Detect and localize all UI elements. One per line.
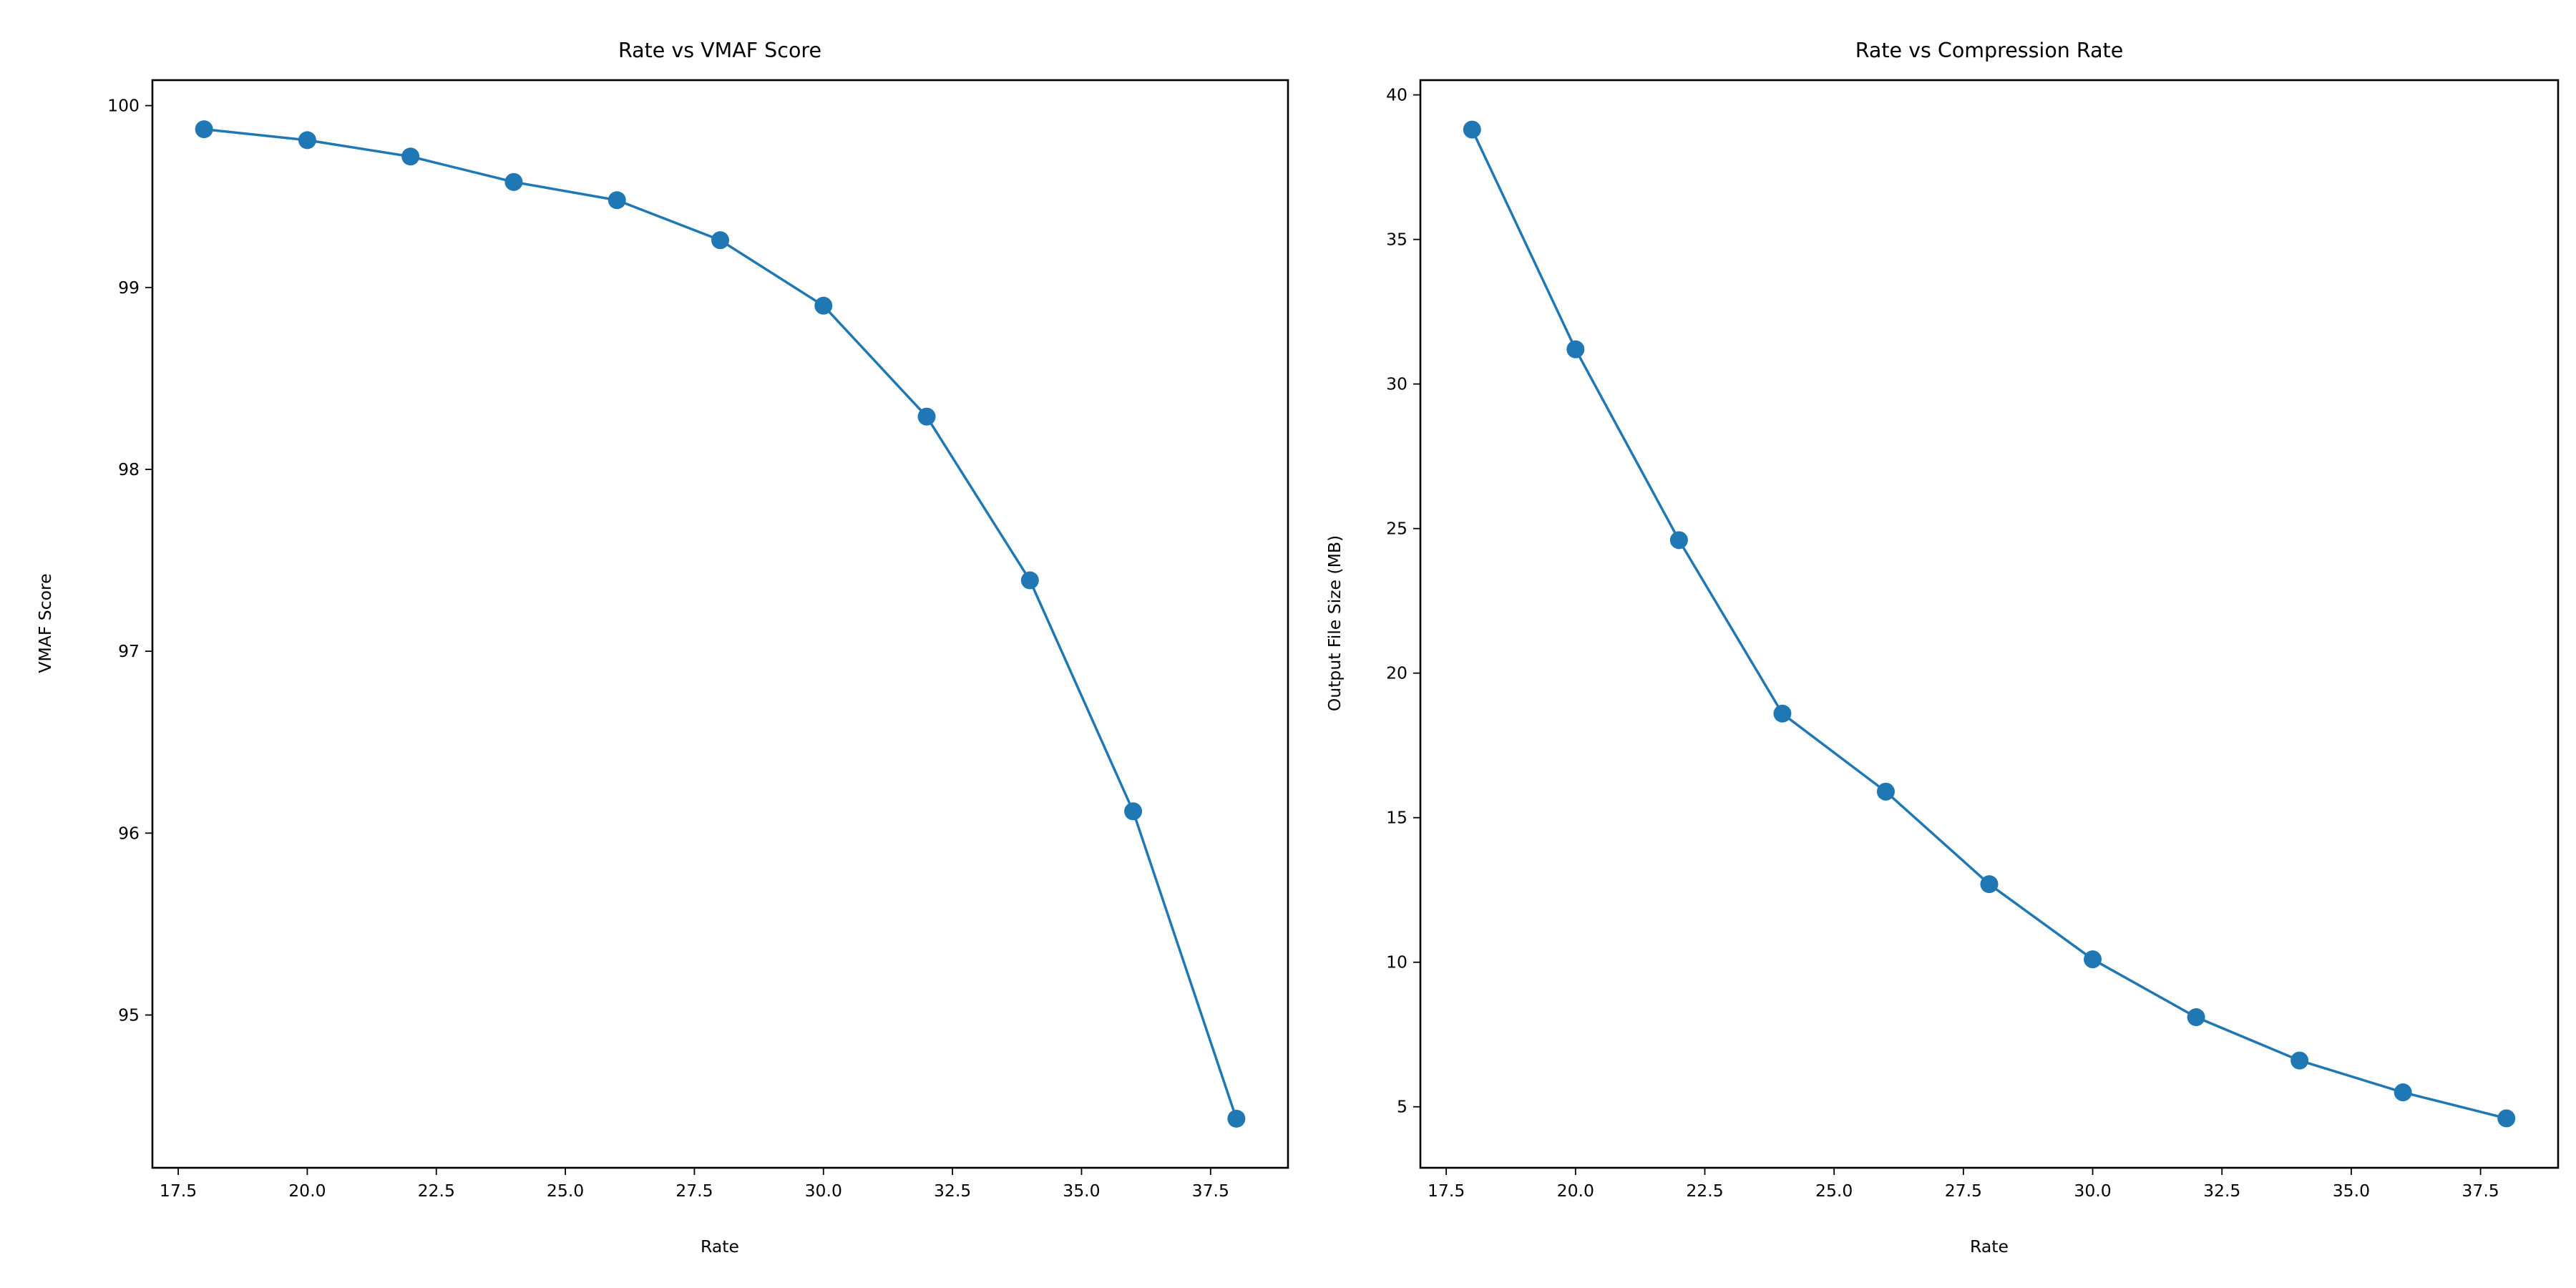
chart-panel-vmaf: Rate vs VMAF Score Rate VMAF Score 17.5 2… bbox=[35, 39, 1289, 1257]
data-point bbox=[2394, 1083, 2412, 1102]
y-tick-label: 100 bbox=[107, 96, 140, 116]
axis-ticks: 17.5 20.0 22.5 25.0 27.5 30.0 32.5 35.0 37.5 5 10 1… bbox=[1386, 85, 2499, 1201]
data-point bbox=[298, 131, 316, 150]
x-tick-label: 27.5 bbox=[675, 1181, 713, 1201]
x-tick-label: 22.5 bbox=[1686, 1181, 1723, 1201]
data-point bbox=[2084, 950, 2102, 969]
plot-frame bbox=[1419, 79, 2560, 1169]
series-group bbox=[1463, 120, 2516, 1128]
y-tick-label: 98 bbox=[118, 459, 140, 479]
data-point bbox=[1463, 120, 1481, 139]
data-point bbox=[1566, 340, 1585, 358]
x-tick-label: 20.0 bbox=[1557, 1181, 1594, 1201]
data-point bbox=[2187, 1008, 2205, 1026]
x-tick-label: 37.5 bbox=[2462, 1181, 2499, 1201]
axis-ticks: 17.5 20.0 22.5 25.0 27.5 30.0 32.5 35.0 37.5 95 96… bbox=[107, 96, 1229, 1201]
x-tick-label: 30.0 bbox=[2074, 1181, 2111, 1201]
data-point bbox=[1980, 875, 1999, 894]
data-point bbox=[1876, 782, 1895, 801]
y-axis-label: Output File Size (MB) bbox=[1324, 535, 1345, 711]
y-tick-label: 10 bbox=[1386, 952, 1407, 972]
x-tick-label: 37.5 bbox=[1192, 1181, 1229, 1201]
y-tick-label: 15 bbox=[1386, 808, 1407, 828]
chart-panel-compression: Rate vs Compression Rate Rate Output Fil… bbox=[1324, 39, 2560, 1257]
y-tick-label: 99 bbox=[118, 278, 140, 298]
x-tick-label: 20.0 bbox=[288, 1181, 326, 1201]
chart-title: Rate vs VMAF Score bbox=[618, 39, 821, 62]
y-tick-label: 20 bbox=[1386, 663, 1407, 683]
x-tick-label: 25.0 bbox=[547, 1181, 584, 1201]
x-axis-label: Rate bbox=[701, 1236, 739, 1257]
y-axis-label: VMAF Score bbox=[35, 573, 55, 673]
data-point bbox=[2290, 1051, 2309, 1070]
x-tick-label: 17.5 bbox=[1428, 1181, 1465, 1201]
chart-title: Rate vs Compression Rate bbox=[1855, 39, 2124, 62]
x-tick-label: 25.0 bbox=[1815, 1181, 1853, 1201]
x-tick-label: 35.0 bbox=[2333, 1181, 2370, 1201]
data-point bbox=[195, 120, 213, 139]
y-tick-label: 97 bbox=[118, 641, 140, 661]
data-point bbox=[917, 407, 936, 426]
y-tick-label: 5 bbox=[1397, 1097, 1407, 1117]
y-tick-label: 95 bbox=[118, 1005, 140, 1025]
y-tick-label: 35 bbox=[1386, 230, 1407, 250]
x-tick-label: 27.5 bbox=[1945, 1181, 1982, 1201]
data-point bbox=[1227, 1109, 1246, 1128]
x-tick-label: 32.5 bbox=[2203, 1181, 2240, 1201]
data-point bbox=[1773, 704, 1792, 723]
y-tick-label: 96 bbox=[118, 823, 140, 843]
y-tick-label: 25 bbox=[1386, 519, 1407, 539]
x-tick-label: 17.5 bbox=[160, 1181, 197, 1201]
y-tick-label: 40 bbox=[1386, 85, 1407, 105]
data-point bbox=[1124, 802, 1143, 821]
x-tick-label: 32.5 bbox=[934, 1181, 971, 1201]
series-group bbox=[195, 120, 1246, 1128]
data-point bbox=[401, 147, 420, 166]
data-point bbox=[1020, 571, 1039, 590]
x-tick-label: 30.0 bbox=[805, 1181, 842, 1201]
plot-frame bbox=[151, 79, 1289, 1169]
data-point bbox=[814, 296, 833, 315]
x-axis-label: Rate bbox=[1970, 1236, 2009, 1257]
x-tick-label: 22.5 bbox=[418, 1181, 455, 1201]
data-point bbox=[608, 191, 626, 210]
data-point bbox=[504, 172, 523, 191]
x-tick-label: 35.0 bbox=[1063, 1181, 1100, 1201]
data-point bbox=[1669, 531, 1688, 550]
y-tick-label: 30 bbox=[1386, 374, 1407, 394]
data-point bbox=[711, 231, 729, 250]
data-point bbox=[2497, 1109, 2516, 1128]
